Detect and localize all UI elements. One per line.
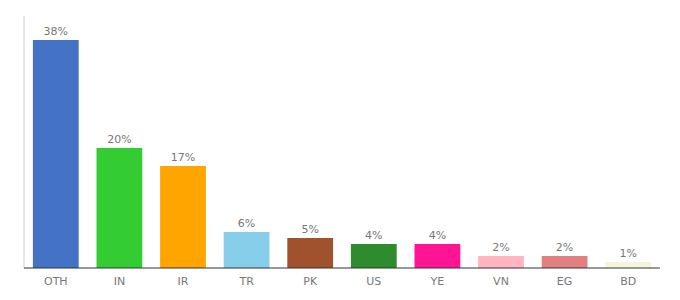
x-tick-label: IR	[178, 275, 189, 288]
bar	[224, 232, 270, 268]
y-axis-line	[24, 16, 25, 268]
bar	[97, 148, 143, 268]
bar	[478, 256, 524, 268]
page: {"chart_data": {"type": "bar", "categori…	[0, 0, 680, 300]
data-label: 2%	[556, 241, 573, 254]
x-tick-label: US	[366, 275, 381, 288]
data-label: 1%	[619, 247, 636, 260]
x-axis-line	[24, 267, 660, 268]
x-tick-label: OTH	[44, 275, 68, 288]
bar	[351, 244, 397, 268]
x-tick-label: BD	[620, 275, 636, 288]
chart: 38% 20% 17% 6% 5% 4% 4% 2% 2% 1% OTH IN IR TR PK US YE VN…	[0, 0, 680, 300]
x-tick-label: VN	[493, 275, 509, 288]
data-label: 5%	[301, 223, 318, 236]
bars	[33, 40, 651, 268]
data-label: 38%	[44, 25, 68, 38]
x-tick-label: TR	[238, 275, 254, 288]
data-label: 4%	[365, 229, 382, 242]
bar	[542, 256, 588, 268]
data-label: 2%	[492, 241, 509, 254]
chart-container: 38% 20% 17% 6% 5% 4% 4% 2% 2% 1% OTH IN IR TR PK US YE VN…	[0, 0, 680, 300]
x-tick-label: YE	[430, 275, 445, 288]
bar	[287, 238, 333, 268]
data-label: 6%	[238, 217, 255, 230]
bar	[33, 40, 79, 268]
data-label: 17%	[171, 151, 195, 164]
data-label: 20%	[107, 133, 131, 146]
bar	[605, 262, 651, 268]
data-label: 4%	[429, 229, 446, 242]
bar	[415, 244, 461, 268]
x-tick-label: IN	[114, 275, 125, 288]
bar	[160, 166, 206, 268]
x-tick-label: PK	[303, 275, 318, 288]
x-tick-labels: OTH IN IR TR PK US YE VN EG BD	[44, 275, 636, 288]
data-labels: 38% 20% 17% 6% 5% 4% 4% 2% 2% 1%	[44, 25, 637, 260]
x-tick-label: EG	[557, 275, 572, 288]
